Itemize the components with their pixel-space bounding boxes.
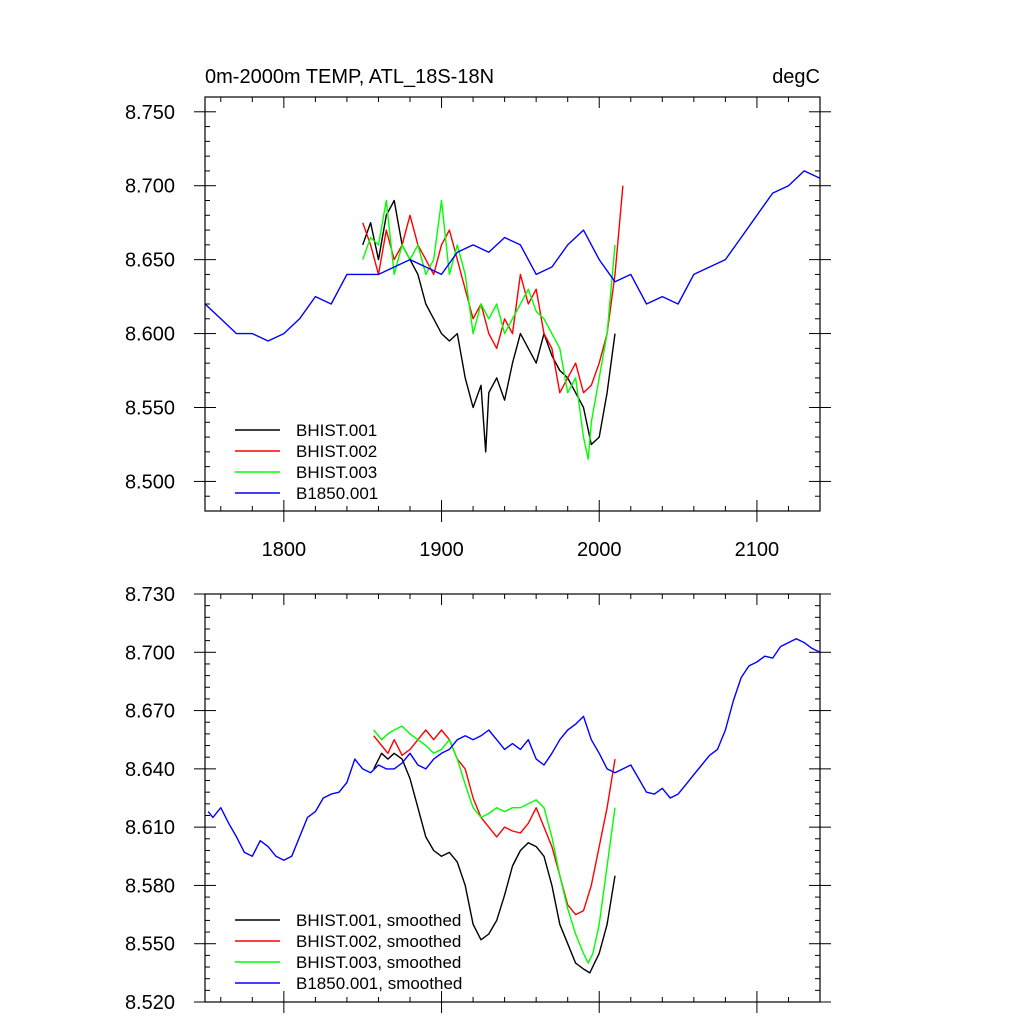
y-tick-label: 8.500 [125,471,175,493]
bottom-series-line-1 [373,752,616,974]
y-tick-label: 8.670 [125,701,175,723]
x-tick-label: 2000 [577,539,622,561]
top-plot-frame [204,96,821,512]
top-chart-panel: 0m-2000m TEMP, ATL_18S-18N degC 1800 1900… [125,66,831,561]
bottom-plot-frame [204,593,821,1003]
legend-label: BHIST.002 [296,442,377,461]
top-series-line-4 [204,170,821,342]
y-tick-label: 8.550 [125,398,175,420]
legend-label: BHIST.003 [296,463,377,482]
y-tick-label: 8.750 [125,102,175,124]
bottom-series-line-2 [373,729,616,916]
y-tick-label: 8.580 [125,875,175,897]
y-tick-label: 8.610 [125,817,175,839]
legend-label: BHIST.003, smoothed [296,953,461,972]
bottom-series-line-4 [207,638,821,861]
y-tick-label: 8.600 [125,324,175,346]
y-tick-label: 8.640 [125,759,175,781]
x-tick-label: 1900 [419,539,464,561]
x-tick-label: 2100 [735,539,780,561]
top-axis-ticks: 1800 1900 2000 2100 8.500 8.550 8.600 8.650 8.70… [125,96,831,561]
y-tick-label: 8.700 [125,642,175,664]
top-series-line-2 [362,185,624,394]
legend-label: BHIST.001, smoothed [296,911,461,930]
y-tick-label: 8.520 [125,992,175,1014]
bottom-legend: BHIST.001, smoothed BHIST.002, smoothed BH… [235,911,462,993]
legend-label: BHIST.002, smoothed [296,932,461,951]
bottom-chart-panel: 8.520 8.550 8.580 8.610 8.640 8.670 8.700 8.730… [125,584,831,1014]
y-tick-label: 8.550 [125,934,175,956]
legend-label: B1850.001 [296,484,378,503]
legend-label: BHIST.001 [296,421,377,440]
top-legend: BHIST.001 BHIST.002 BHIST.003 B1850.001 [235,421,378,503]
y-tick-label: 8.650 [125,250,175,272]
y-tick-label: 8.730 [125,584,175,606]
legend-label: B1850.001, smoothed [296,974,462,993]
y-tick-label: 8.700 [125,176,175,198]
top-series-group [204,170,821,460]
top-series-line-3 [362,199,616,460]
bottom-series-group [207,638,821,974]
x-tick-label: 1800 [262,539,307,561]
bottom-series-line-3 [373,725,616,964]
bottom-axis-ticks: 8.520 8.550 8.580 8.610 8.640 8.670 8.700 8.730 [125,584,831,1014]
top-series-line-1 [362,199,616,453]
units-label: degC [772,66,820,88]
chart-title: 0m-2000m TEMP, ATL_18S-18N [205,66,494,88]
